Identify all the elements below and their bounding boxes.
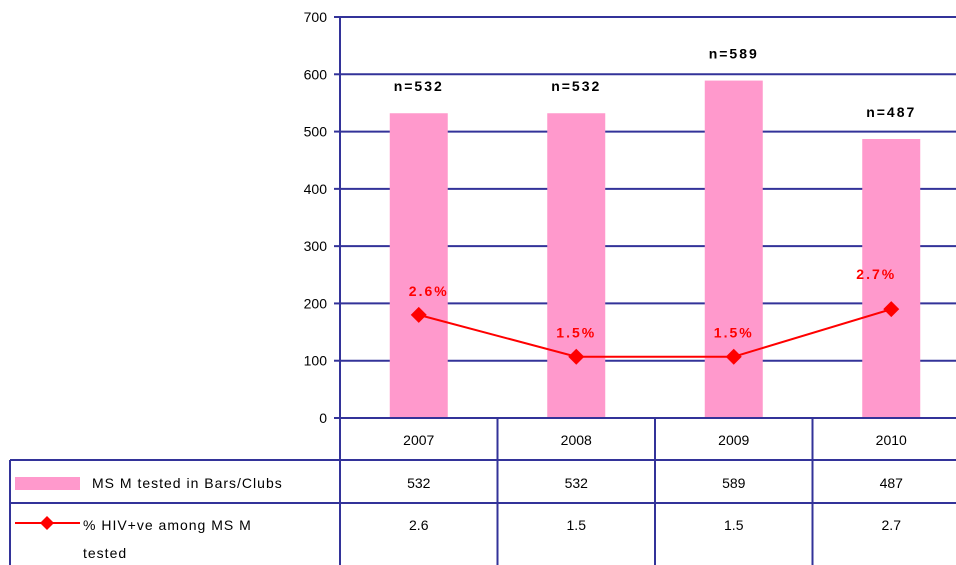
y-tick-label: 600 (304, 66, 328, 82)
table-cell: 2.6 (409, 517, 429, 533)
table-cell: 2.7 (882, 517, 902, 533)
table-cell: 532 (565, 475, 589, 491)
line-marker (883, 301, 900, 318)
legend-swatch-bars (15, 477, 80, 490)
bar (547, 113, 606, 419)
table-cell: 1.5 (567, 517, 587, 533)
bar-data-label: n=532 (551, 78, 601, 94)
line-marker (725, 348, 742, 365)
legend-label-bars: MS M tested in Bars/Clubs (92, 475, 283, 491)
line-data-label: 2.7% (856, 266, 896, 282)
x-tick-label: 2009 (718, 432, 749, 448)
bar (862, 139, 921, 419)
bar-data-label: n=532 (394, 78, 444, 94)
x-tick-label: 2008 (561, 432, 592, 448)
bar-series: n=532 n=532 n=589 n=487 (389, 46, 921, 419)
y-tick-label: 0 (319, 410, 327, 426)
legend-label-line: % HIV+ve among MS M (83, 517, 252, 533)
y-tick-label: 300 (304, 238, 328, 254)
line-series: 2.6% 1.5% 1.5% 2.7% (409, 266, 900, 365)
legend-label-line-cont: tested (83, 545, 127, 561)
line-data-label: 1.5% (714, 325, 754, 341)
bar-data-label: n=589 (709, 46, 759, 62)
data-table: 2007 2008 2009 2010 MS M tested in Bars/Club… (9, 17, 956, 565)
y-tick-label: 100 (304, 353, 328, 369)
table-cell: 1.5 (724, 517, 744, 533)
line-marker (568, 348, 585, 365)
y-tick-label: 400 (304, 181, 328, 197)
line-data-label: 2.6% (409, 283, 449, 299)
legend-swatch-marker (40, 516, 54, 530)
table-cell: 532 (407, 475, 431, 491)
table-cell: 589 (722, 475, 746, 491)
series-line (418, 308, 892, 358)
line-marker (410, 306, 427, 323)
y-tick-label: 200 (304, 295, 328, 311)
line-data-label: 1.5% (556, 325, 596, 341)
x-tick-label: 2010 (876, 432, 907, 448)
x-tick-label: 2007 (403, 432, 434, 448)
bar (389, 113, 448, 419)
bar (704, 80, 763, 418)
y-tick-label: 700 (304, 9, 328, 25)
bar-data-label: n=487 (866, 104, 916, 120)
table-cell: 487 (880, 475, 904, 491)
y-tick-label: 500 (304, 124, 328, 140)
